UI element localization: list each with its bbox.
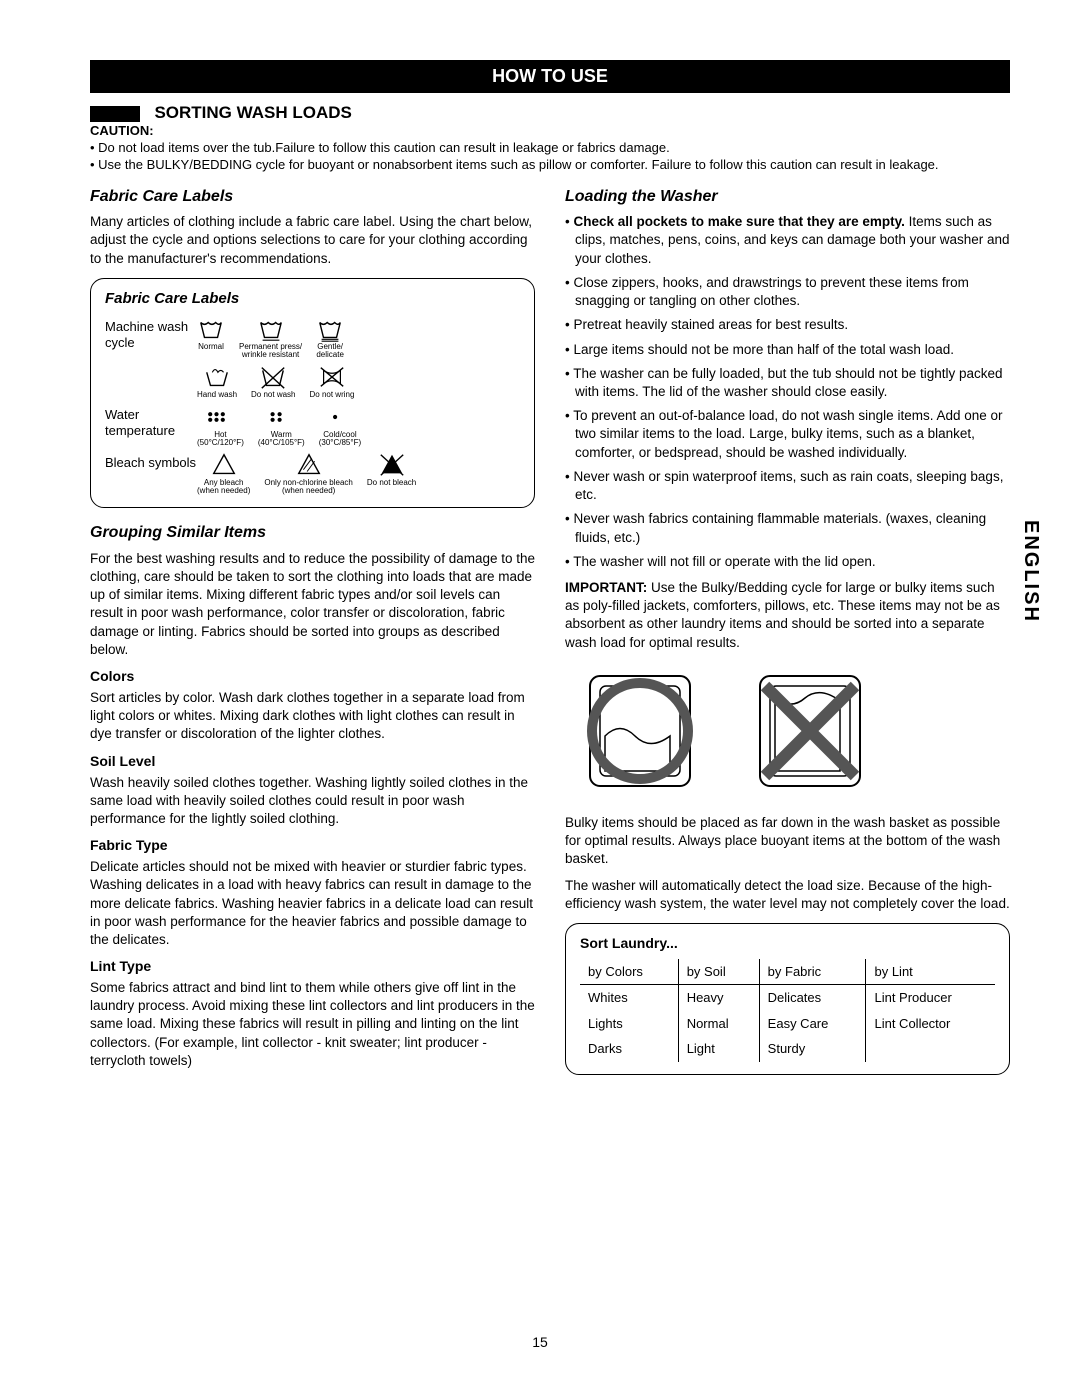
left-column: Fabric Care Labels Many articles of clot… xyxy=(90,184,535,1078)
bulky-items-para: Bulky items should be placed as far down… xyxy=(565,814,1010,869)
care-row-water: Water temperature Hot (50°C/120°F) Warm … xyxy=(105,403,520,447)
do-not-wring-icon: Do not wring xyxy=(310,363,355,399)
caution-block: CAUTION: • Do not load items over the tu… xyxy=(90,123,1010,174)
important-note: IMPORTANT: Use the Bulky/Bedding cycle f… xyxy=(565,579,1010,652)
group-colors-title: Colors xyxy=(90,667,535,686)
group-soil-title: Soil Level xyxy=(90,752,535,771)
temp-warm-icon: Warm (40°C/105°F) xyxy=(258,403,305,447)
sort-laundry-title: Sort Laundry... xyxy=(580,934,995,953)
sort-laundry-table: by Colors by Soil by Fabric by Lint Whit… xyxy=(580,959,995,1062)
group-lint-title: Lint Type xyxy=(90,957,535,976)
temp-cold-icon: Cold/cool (30°C/85°F) xyxy=(319,403,361,447)
hand-wash-icon: Hand wash xyxy=(197,363,237,399)
care-row-label-machine: Machine wash cycle xyxy=(105,315,197,350)
correct-loading-icon xyxy=(575,666,705,796)
section-marker-box xyxy=(90,106,140,122)
page-number: 15 xyxy=(532,1334,548,1350)
bleach-none-icon: Do not bleach xyxy=(367,451,416,495)
sort-laundry-box: Sort Laundry... by Colors by Soil by Fab… xyxy=(565,923,1010,1075)
grouping-heading: Grouping Similar Items xyxy=(90,522,535,544)
bleach-nonchlorine-icon: Only non-chlorine bleach (when needed) xyxy=(264,451,353,495)
table-row: Whites Heavy Delicates Lint Producer xyxy=(580,985,995,1011)
table-row: Darks Light Sturdy xyxy=(580,1036,995,1062)
bullet-item: To prevent an out-of-balance load, do no… xyxy=(565,407,1010,462)
fabric-care-heading: Fabric Care Labels xyxy=(90,186,535,208)
section-title-row: SORTING WASH LOADS xyxy=(90,103,1010,123)
group-lint-text: Some fabrics attract and bind lint to th… xyxy=(90,979,535,1070)
sort-header: by Colors xyxy=(580,959,678,985)
care-box-title: Fabric Care Labels xyxy=(105,289,520,309)
table-row: Lights Normal Easy Care Lint Collector xyxy=(580,1011,995,1037)
care-row-bleach: Bleach symbols Any bleach (when needed) … xyxy=(105,451,520,495)
group-fabric-text: Delicate articles should not be mixed wi… xyxy=(90,858,535,949)
fabric-care-labels-box: Fabric Care Labels Machine wash cycle No… xyxy=(90,278,535,508)
incorrect-loading-icon xyxy=(745,666,875,796)
caution-label: CAUTION: xyxy=(90,123,154,138)
temp-hot-icon: Hot (50°C/120°F) xyxy=(197,403,244,447)
care-row-label-water: Water temperature xyxy=(105,403,197,438)
bullet-item: Pretreat heavily stained areas for best … xyxy=(565,316,1010,334)
caution-item-1: Do not load items over the tub.Failure t… xyxy=(98,140,670,155)
wash-permanent-icon: Permanent press/ wrinkle resistant xyxy=(239,315,302,359)
bullet-item: Large items should not be more than half… xyxy=(565,341,1010,359)
bullet-item: Close zippers, hooks, and drawstrings to… xyxy=(565,274,1010,310)
bullet-item: The washer will not fill or operate with… xyxy=(565,553,1010,571)
right-column: Loading the Washer Check all pockets to … xyxy=(565,184,1010,1078)
group-fabric-title: Fabric Type xyxy=(90,836,535,855)
language-tab: ENGLISH xyxy=(1019,520,1042,623)
bullet-check-pockets: Check all pockets to make sure that they… xyxy=(565,213,1010,268)
caution-item-2: Use the BULKY/BEDDING cycle for buoyant … xyxy=(98,157,938,172)
loading-heading: Loading the Washer xyxy=(565,186,1010,208)
care-row-machine: Machine wash cycle Normal Permanent pres… xyxy=(105,315,520,399)
section-title: SORTING WASH LOADS xyxy=(154,103,351,122)
sort-header: by Lint xyxy=(866,959,995,985)
fabric-care-para: Many articles of clothing include a fabr… xyxy=(90,213,535,268)
loading-bullets: Check all pockets to make sure that they… xyxy=(565,213,1010,571)
grouping-para: For the best washing results and to redu… xyxy=(90,550,535,659)
loading-illustrations xyxy=(575,666,1010,796)
bullet-item: Never wash fabrics containing flammable … xyxy=(565,510,1010,546)
do-not-wash-icon: Do not wash xyxy=(251,363,295,399)
bleach-any-icon: Any bleach (when needed) xyxy=(197,451,250,495)
sort-header: by Soil xyxy=(678,959,759,985)
bullet-item: Never wash or spin waterproof items, suc… xyxy=(565,468,1010,504)
care-row-label-bleach: Bleach symbols xyxy=(105,451,197,471)
auto-detect-para: The washer will automatically detect the… xyxy=(565,877,1010,913)
sort-header: by Fabric xyxy=(759,959,866,985)
wash-gentle-icon: Gentle/ delicate xyxy=(316,315,344,359)
group-colors-text: Sort articles by color. Wash dark clothe… xyxy=(90,689,535,744)
page-header-bar: HOW TO USE xyxy=(90,60,1010,93)
bullet-item: The washer can be fully loaded, but the … xyxy=(565,365,1010,401)
wash-normal-icon: Normal xyxy=(197,315,225,359)
group-soil-text: Wash heavily soiled clothes together. Wa… xyxy=(90,774,535,829)
